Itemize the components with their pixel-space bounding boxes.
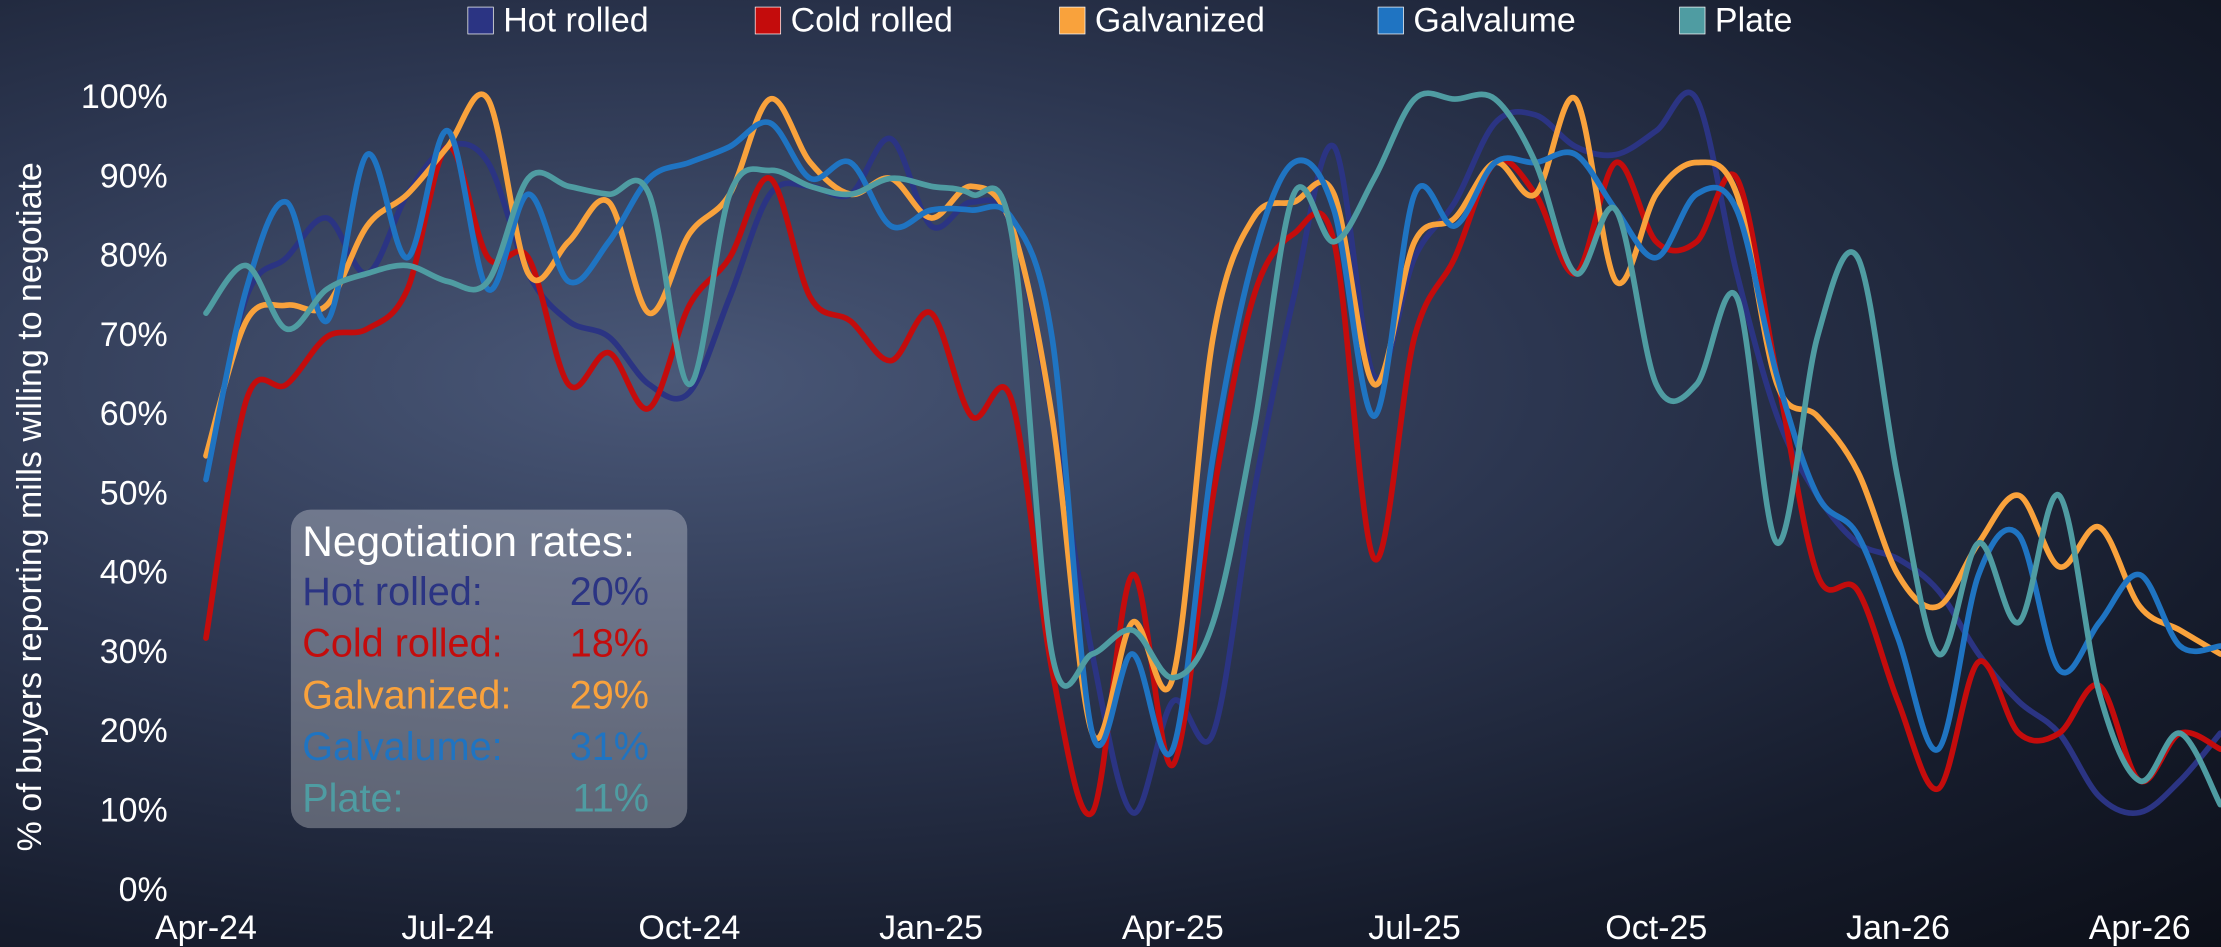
y-tick-label: 10% bbox=[100, 791, 168, 829]
annotation-label: Cold rolled: bbox=[302, 622, 502, 666]
x-tick-label: Apr-25 bbox=[1122, 909, 1224, 947]
y-tick-label: 40% bbox=[100, 554, 168, 592]
x-tick-label: Jan-25 bbox=[879, 909, 983, 947]
y-tick-label: 70% bbox=[100, 316, 168, 354]
chart: % of buyers reporting mills willing to n… bbox=[0, 0, 2221, 947]
annotation-label: Galvalume: bbox=[302, 725, 502, 769]
page: {"chart_data": {"type": "line", "y_label… bbox=[0, 0, 2221, 947]
y-tick-label: 50% bbox=[100, 474, 168, 512]
legend-swatch bbox=[755, 7, 780, 34]
y-tick-label: 20% bbox=[100, 712, 168, 750]
annotation-value: 11% bbox=[573, 777, 649, 821]
legend-label: Galvanized bbox=[1095, 2, 1265, 40]
legend-swatch bbox=[1060, 7, 1085, 34]
y-axis-title: % of buyers reporting mills willing to n… bbox=[11, 162, 49, 851]
legend-label: Galvalume bbox=[1413, 2, 1575, 40]
legend-swatch bbox=[1378, 7, 1403, 34]
annotation-label: Hot rolled: bbox=[302, 570, 483, 614]
x-tick-label: Oct-24 bbox=[638, 909, 740, 947]
annotation-value: 29% bbox=[570, 673, 649, 717]
legend-swatch bbox=[468, 7, 493, 34]
x-tick-label: Jan-26 bbox=[1846, 909, 1950, 947]
legend-label: Hot rolled bbox=[503, 2, 648, 40]
x-tick-label: Jul-25 bbox=[1368, 909, 1461, 947]
annotation-label: Galvanized: bbox=[302, 673, 511, 717]
y-tick-label: 30% bbox=[100, 633, 168, 671]
x-tick-label: Jul-24 bbox=[401, 909, 494, 947]
annotation-value: 31% bbox=[570, 725, 649, 769]
annotation-value: 20% bbox=[570, 570, 649, 614]
y-tick-label: 90% bbox=[100, 157, 168, 195]
x-tick-label: Oct-25 bbox=[1605, 909, 1707, 947]
y-tick-label: 80% bbox=[100, 237, 168, 275]
y-tick-label: 0% bbox=[119, 871, 168, 909]
y-tick-label: 100% bbox=[81, 78, 168, 116]
annotation-value: 18% bbox=[570, 622, 649, 666]
y-tick-label: 60% bbox=[100, 395, 168, 433]
x-tick-label: Apr-24 bbox=[155, 909, 257, 947]
legend-label: Cold rolled bbox=[791, 2, 953, 40]
annotation-label: Plate: bbox=[302, 777, 403, 821]
annotation-title: Negotiation rates: bbox=[302, 518, 635, 565]
legend-label: Plate bbox=[1715, 2, 1792, 40]
x-tick-label: Apr-26 bbox=[2089, 909, 2191, 947]
legend-swatch bbox=[1680, 7, 1705, 34]
